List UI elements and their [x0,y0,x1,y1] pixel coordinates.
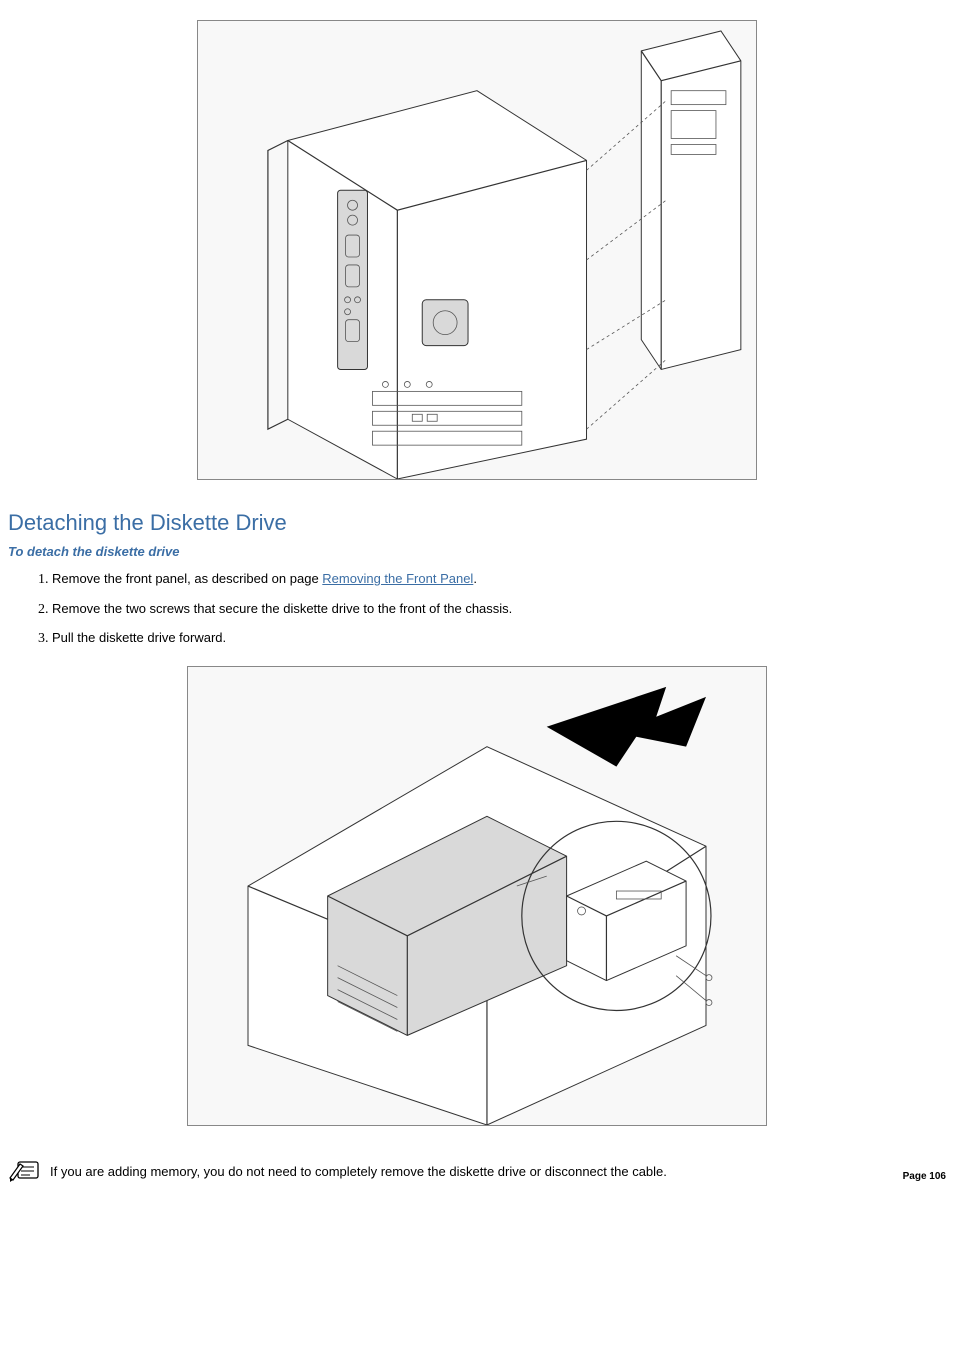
pencil-note-icon [8,1156,42,1182]
step-3-text: Pull the diskette drive forward. [52,630,226,645]
step-1-post: . [473,571,477,586]
note-row: If you are adding memory, you do not nee… [8,1156,946,1182]
figure-2-svg [188,667,766,1125]
section-title: Detaching the Diskette Drive [8,510,946,536]
page-number: Page 106 [903,1171,946,1182]
figure-1-box [197,20,757,480]
step-1: Remove the front panel, as described on … [52,569,946,589]
step-3: Pull the diskette drive forward. [52,628,946,648]
figure-front-panel [8,20,946,480]
step-2-text: Remove the two screws that secure the di… [52,601,512,616]
figure-diskette-pull [8,666,946,1126]
step-2: Remove the two screws that secure the di… [52,599,946,619]
step-1-pre: Remove the front panel, as described on … [52,571,322,586]
note-text: If you are adding memory, you do not nee… [50,1163,946,1181]
link-removing-front-panel[interactable]: Removing the Front Panel [322,571,473,586]
figure-1-svg [198,21,756,479]
procedure-steps: Remove the front panel, as described on … [8,569,946,648]
figure-2-box [187,666,767,1126]
procedure-subheading: To detach the diskette drive [8,544,946,559]
